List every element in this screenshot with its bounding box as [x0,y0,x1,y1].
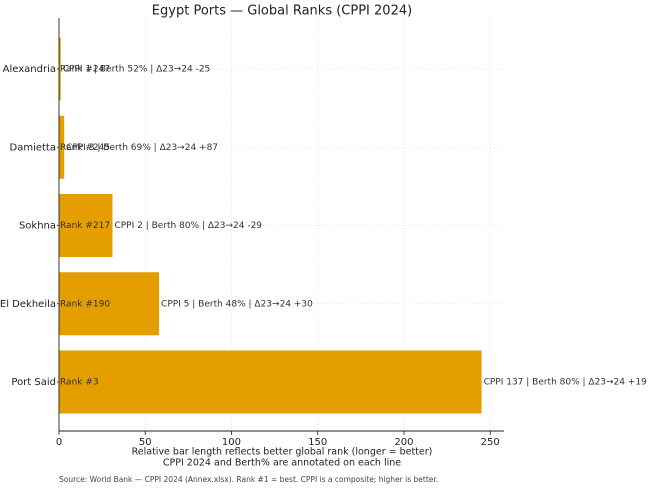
source-note: Source: World Bank — CPPI 2024 (Annex.xl… [59,475,438,484]
bar-annotation: CPPI 2 | Berth 80% | Δ23→24 -29 [114,221,262,231]
x-tick-label: 0 [56,437,62,448]
x-axis-label: CPPI 2024 and Berth% are annotated on ea… [163,458,401,469]
bar-annotation: CPPI 3 | Berth 69% | Δ23→24 +87 [66,143,218,153]
bar [59,272,160,336]
rank-label: Rank #245 [60,143,110,153]
y-tick-label: Alexandria [3,64,56,75]
x-tick-label: 150 [308,437,327,448]
rank-label: Rank #190 [60,299,110,309]
x-tick-label: 250 [481,437,500,448]
y-tick-label: Sokhna [19,221,56,232]
bar [59,37,61,101]
y-tick-label: Damietta [10,142,56,153]
chart-title: Egypt Ports — Global Ranks (CPPI 2024) [152,4,412,19]
bar [59,194,113,257]
bar-annotation: CPPI 1 | Berth 52% | Δ23→24 -25 [63,65,211,75]
rank-label: Rank #247 [60,65,110,75]
x-tick-label: 200 [394,437,413,448]
bar [59,115,65,179]
x-tick-label: 100 [222,437,241,448]
x-tick-label: 50 [139,437,152,448]
x-axis-label: Relative bar length reflects better glob… [132,447,433,458]
bar-annotation: CPPI 137 | Berth 80% | Δ23→24 +19 [484,378,648,388]
bar-annotation: CPPI 5 | Berth 48% | Δ23→24 +30 [161,299,313,309]
rank-label: Rank #217 [60,221,110,231]
rank-label: Rank #3 [60,378,99,388]
y-tick-label: Port Said [11,377,56,388]
bar [59,350,482,414]
y-tick-label: El Dekheila [0,299,56,310]
